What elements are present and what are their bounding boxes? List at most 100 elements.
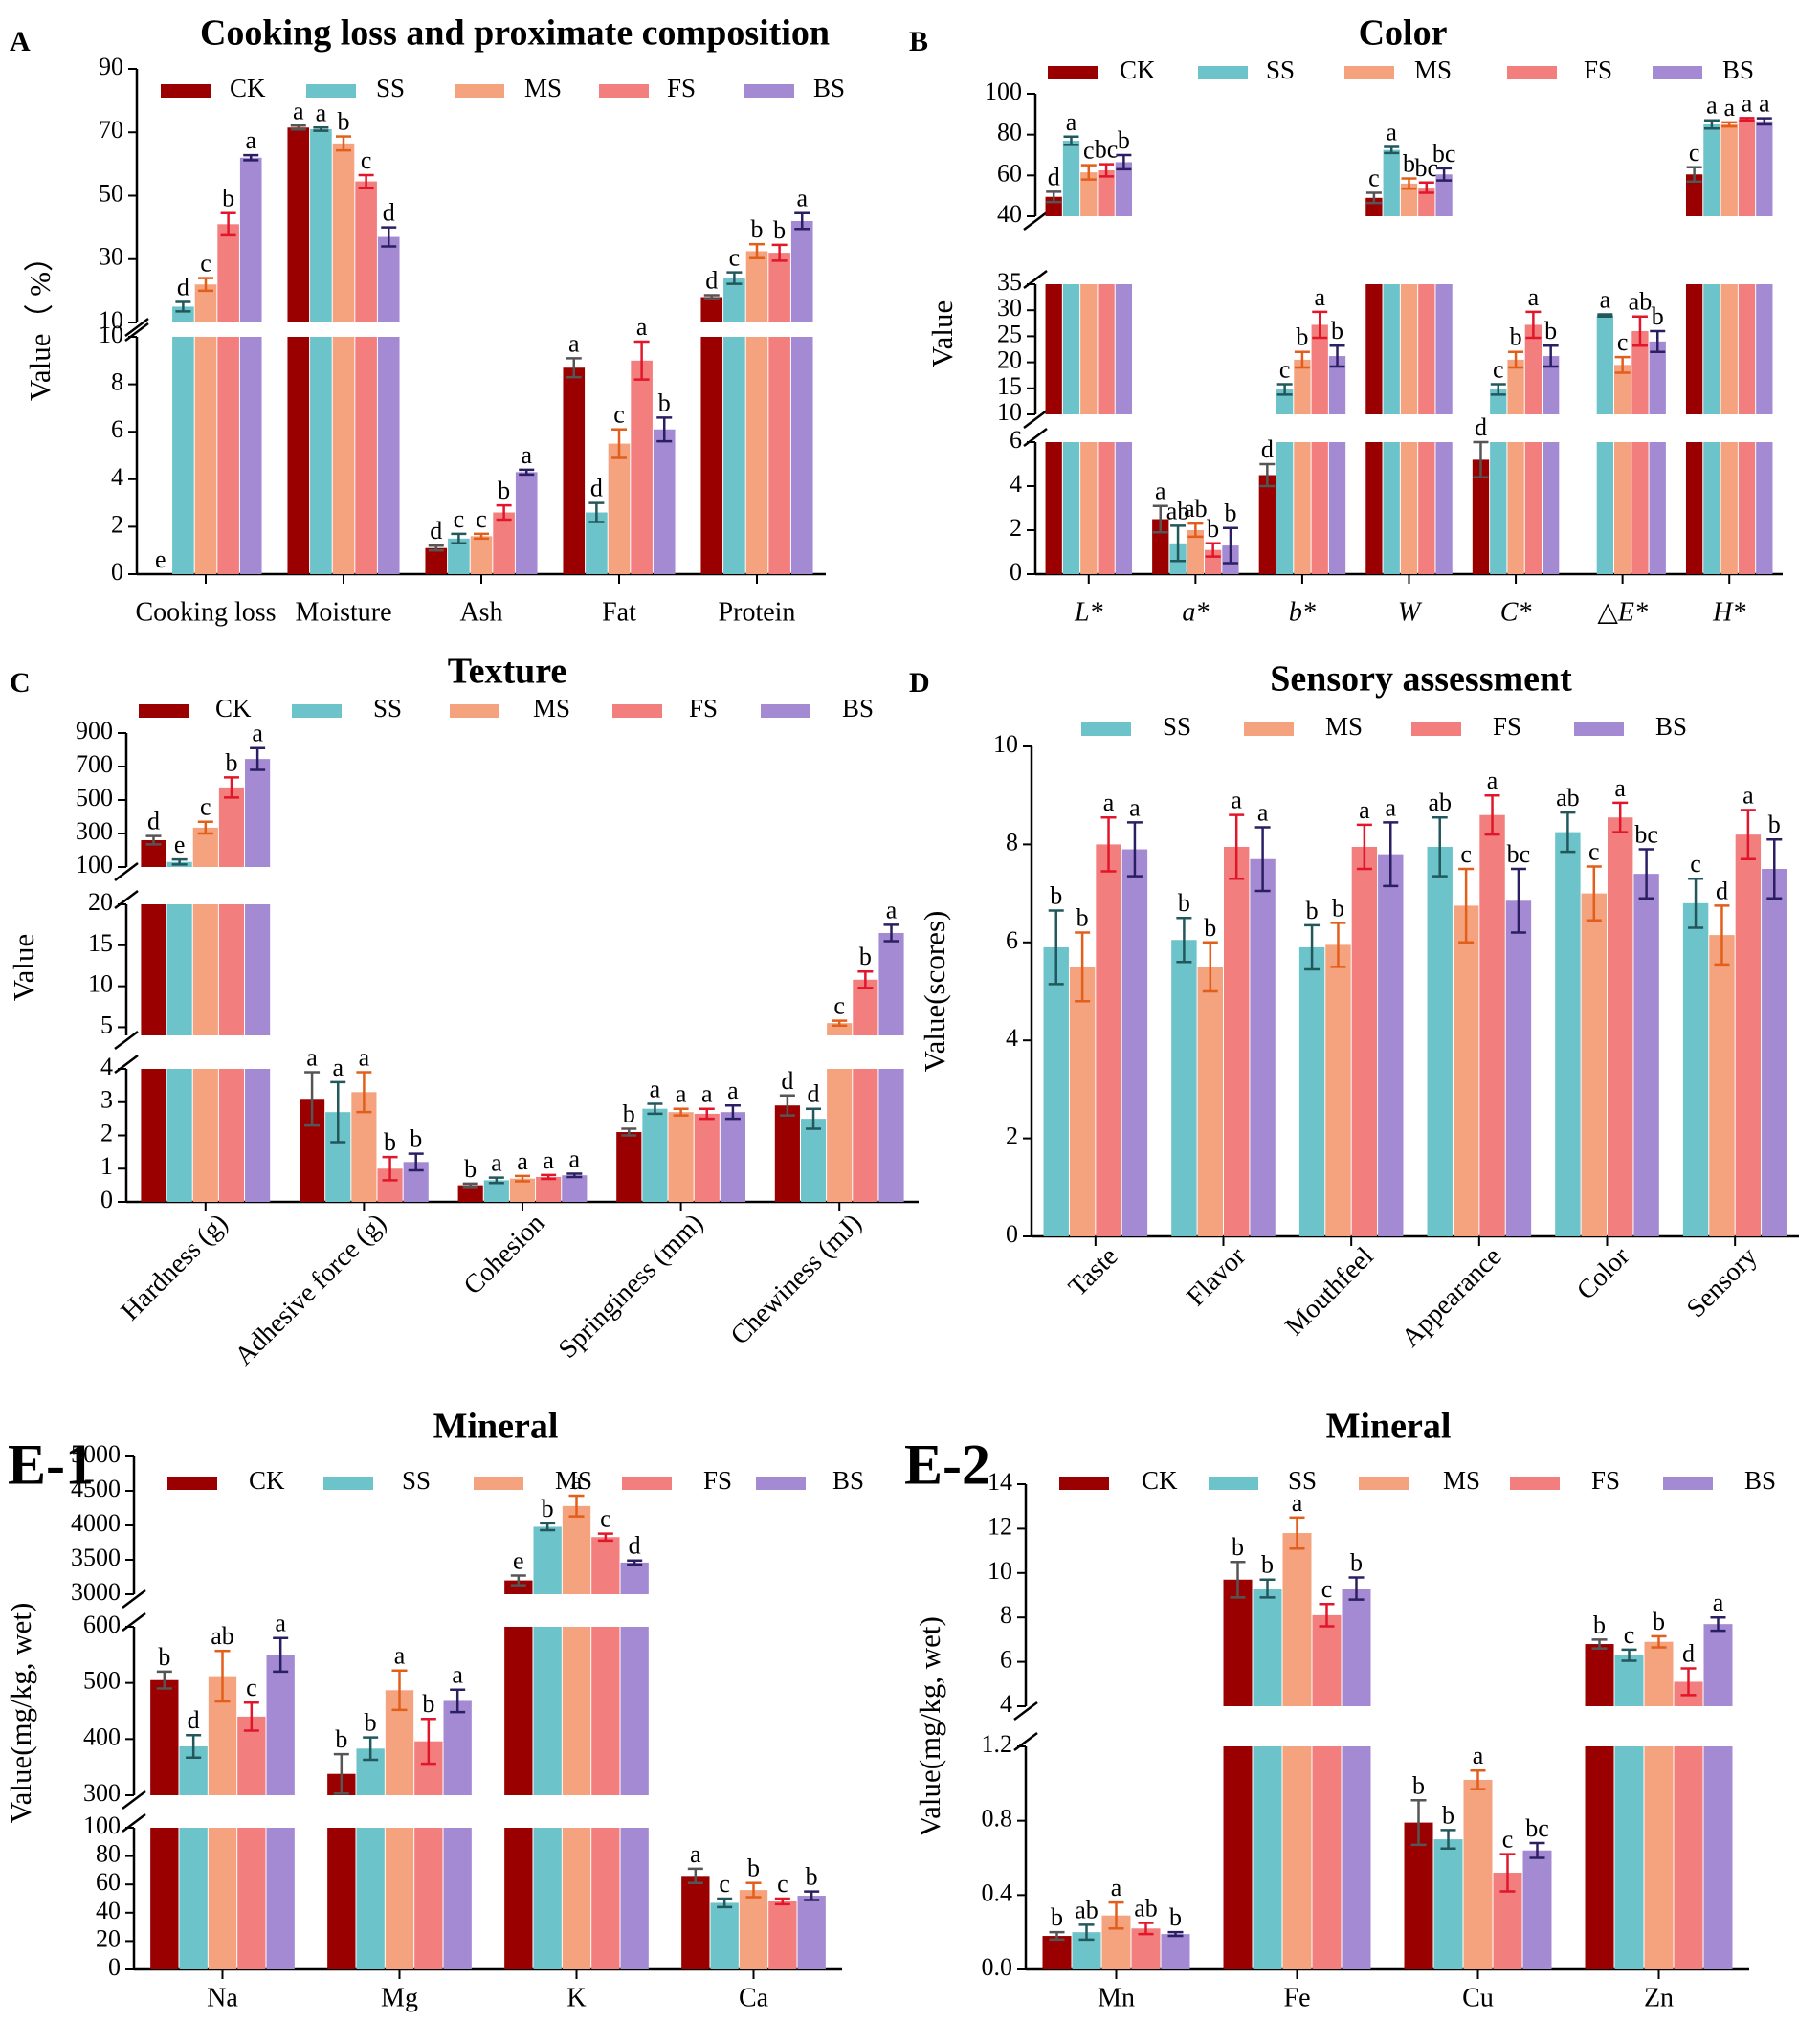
- bar-ss-ca: [710, 1902, 739, 1969]
- y-tick-label: 2: [1010, 514, 1022, 542]
- bar-ss-k: [533, 1828, 562, 1969]
- legend-swatch-ss: [292, 704, 342, 718]
- significance-letter: b: [1232, 1533, 1244, 1561]
- y-tick-label: 30: [99, 243, 123, 271]
- panel-label: A: [10, 26, 31, 57]
- significance-letter: a: [1385, 793, 1396, 821]
- bar-ms-c: [1507, 442, 1524, 574]
- significance-letter: b: [1544, 317, 1557, 344]
- legend-label-ss: SS: [373, 694, 402, 722]
- y-tick-label: 20: [96, 1924, 121, 1952]
- bar-ms-moisture: [332, 143, 355, 322]
- panel-label: E-2: [904, 1433, 990, 1496]
- significance-letter: b: [1224, 500, 1236, 527]
- y-tick-label: 0.4: [982, 1878, 1013, 1906]
- bar-fs-sensory: [1735, 834, 1762, 1236]
- significance-letter: e: [155, 545, 166, 573]
- y-tick-label: 50: [99, 179, 123, 207]
- x-tick-label: Ca: [739, 1983, 769, 2012]
- significance-letter: b: [773, 216, 786, 244]
- y-tick-label: 70: [99, 116, 123, 144]
- significance-letter: c: [1588, 837, 1600, 865]
- legend-swatch-ss: [306, 84, 356, 98]
- significance-letter: c: [777, 1870, 788, 1898]
- significance-letter: b: [338, 108, 350, 136]
- significance-letter: b: [1768, 811, 1781, 838]
- bar-bs-l: [1115, 284, 1133, 414]
- y-tick-label: 0.0: [982, 1953, 1013, 1981]
- y-tick-label: 400: [83, 1722, 121, 1750]
- bar-ss-moisture: [310, 337, 332, 574]
- y-axis-label: Value(mg/kg, wet): [913, 1616, 946, 1837]
- bar-bs-flavor: [1250, 858, 1276, 1236]
- y-tick-label: 4: [100, 1053, 113, 1080]
- bar-fs-moisture: [355, 337, 377, 574]
- significance-letter: ab: [1556, 784, 1580, 811]
- y-tick-label: 10: [99, 306, 123, 334]
- significance-letter: d: [177, 273, 189, 300]
- significance-letter: a: [1528, 283, 1540, 311]
- bar-ck-h: [1685, 442, 1703, 574]
- significance-letter: c: [246, 1674, 257, 1701]
- significance-letter: b: [464, 1155, 477, 1183]
- legend-swatch-ck: [1048, 66, 1098, 79]
- axis-break-mark: [114, 862, 139, 881]
- panel-a: A Cooking loss and proximate composition C…: [10, 13, 845, 628]
- y-tick-label: 20: [997, 346, 1022, 374]
- y-axis-label: Value: [925, 300, 959, 368]
- y-tick-label: 6: [111, 415, 123, 443]
- y-tick-label: 1.2: [982, 1730, 1013, 1758]
- bar-ms-l: [1080, 172, 1098, 216]
- y-tick-label: 0: [100, 1186, 113, 1213]
- bar-ck-protein: [700, 337, 723, 574]
- axis-break-mark: [122, 1813, 146, 1833]
- bar-ck-zn: [1585, 1746, 1614, 1969]
- legend-swatch-bs: [1574, 722, 1624, 736]
- significance-letter: a: [1723, 94, 1735, 122]
- legend-label-ms: MS: [1414, 56, 1452, 84]
- bar-ms-moisture: [332, 337, 355, 574]
- bar-fs-c: [1524, 442, 1543, 574]
- bar-fs-e: [1631, 330, 1649, 414]
- bar-fs-protein: [768, 253, 790, 322]
- y-tick-label: 90: [99, 53, 123, 80]
- legend-swatch-ck: [161, 84, 211, 98]
- significance-letter: c: [1617, 328, 1629, 356]
- x-tick-label: K: [566, 1983, 586, 2012]
- bar-ck-ca: [681, 1876, 710, 1969]
- significance-letter: a: [306, 1043, 318, 1071]
- significance-letter: d: [1261, 435, 1274, 463]
- bar-fs-k: [591, 1828, 620, 1969]
- bar-ck-w: [1365, 442, 1383, 574]
- bar-bs-hardness-g: [245, 904, 271, 1035]
- bar-bs-c: [1543, 442, 1560, 574]
- bar-fs-h: [1738, 442, 1756, 574]
- significance-letter: a: [521, 441, 532, 469]
- axis-break-mark: [114, 1031, 139, 1050]
- bar-ck-na: [150, 1828, 179, 1969]
- x-tick-label: Mn: [1098, 1983, 1135, 2012]
- bar-ms-protein: [745, 251, 768, 322]
- y-tick-label: 10: [997, 398, 1022, 426]
- legend-label-ss: SS: [1163, 712, 1191, 741]
- significance-letter: bc: [1634, 820, 1658, 848]
- significance-letter: a: [1257, 798, 1269, 826]
- legend-label-ms: MS: [1325, 712, 1363, 741]
- y-axis-label: Value: [7, 934, 40, 1002]
- bar-bs-protein: [790, 221, 813, 322]
- y-tick-label: 8: [1000, 1601, 1012, 1629]
- bar-ss-l: [1062, 442, 1080, 574]
- bar-fs-w: [1418, 284, 1435, 414]
- bar-bs-h: [1756, 442, 1773, 574]
- y-tick-label: 12: [988, 1512, 1012, 1540]
- bar-ss-c: [1490, 442, 1507, 574]
- bar-ms-flavor: [1197, 967, 1223, 1236]
- significance-letter: b: [1653, 1608, 1665, 1635]
- y-axis-label: Value（ %）: [23, 242, 56, 401]
- significance-letter: a: [727, 1077, 739, 1104]
- bar-ck-k: [504, 1580, 533, 1594]
- y-tick-label: 80: [997, 119, 1022, 146]
- bar-fs-cohesion: [536, 1176, 562, 1202]
- y-tick-label: 40: [997, 200, 1022, 228]
